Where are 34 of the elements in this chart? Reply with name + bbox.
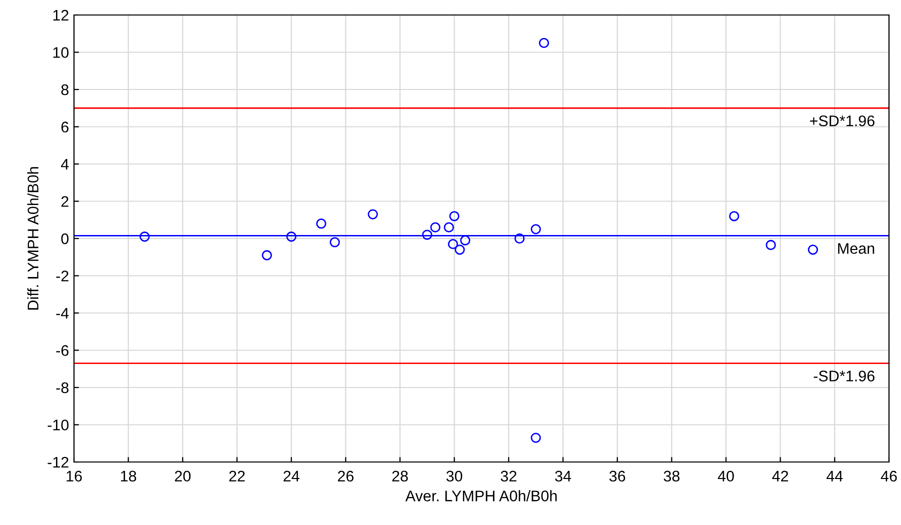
x-tick-label: 36 (609, 470, 626, 482)
x-tick-label: 26 (338, 470, 354, 482)
x-tick-label: 30 (446, 470, 462, 482)
ref-line-label: Mean (838, 243, 874, 254)
y-tick-label: -4 (56, 308, 69, 319)
y-tick-label: 4 (60, 159, 69, 170)
y-tick-label: -6 (56, 345, 68, 356)
x-tick-label: 20 (174, 470, 191, 482)
x-tick-label: 40 (718, 470, 734, 482)
y-axis-title: Diff. LYMPH A0h/B0h (27, 167, 38, 310)
x-tick-label: 44 (826, 470, 843, 482)
x-tick-label: 28 (392, 470, 408, 482)
x-tick-label: 32 (500, 470, 516, 482)
y-tick-label: -12 (48, 456, 68, 468)
x-tick-label: 16 (66, 470, 82, 482)
y-tick-label: 0 (61, 233, 69, 244)
y-tick-label: -10 (48, 420, 69, 430)
x-tick-label: 34 (555, 470, 572, 482)
y-tick-label: 12 (53, 10, 68, 21)
y-tick-label: 8 (61, 84, 68, 96)
x-tick-label: 46 (880, 470, 897, 482)
y-tick-label: -2 (56, 270, 68, 282)
x-tick-label: 22 (229, 470, 245, 482)
y-tick-label: -8 (56, 382, 68, 394)
y-tick-label: 2 (61, 196, 68, 207)
y-tick-label: 6 (61, 122, 68, 132)
x-tick-label: 24 (284, 470, 300, 482)
x-tick-label: 18 (121, 470, 136, 482)
ref-line-label: -SD*1.96 (814, 370, 874, 382)
x-axis-title: Aver. LYMPH A0h/B0h (405, 490, 557, 502)
y-tick-label: 10 (53, 47, 69, 58)
x-tick-label: 38 (664, 470, 680, 482)
x-tick-label: 42 (772, 470, 788, 482)
ref-line-label: +SD*1.96 (810, 115, 874, 126)
